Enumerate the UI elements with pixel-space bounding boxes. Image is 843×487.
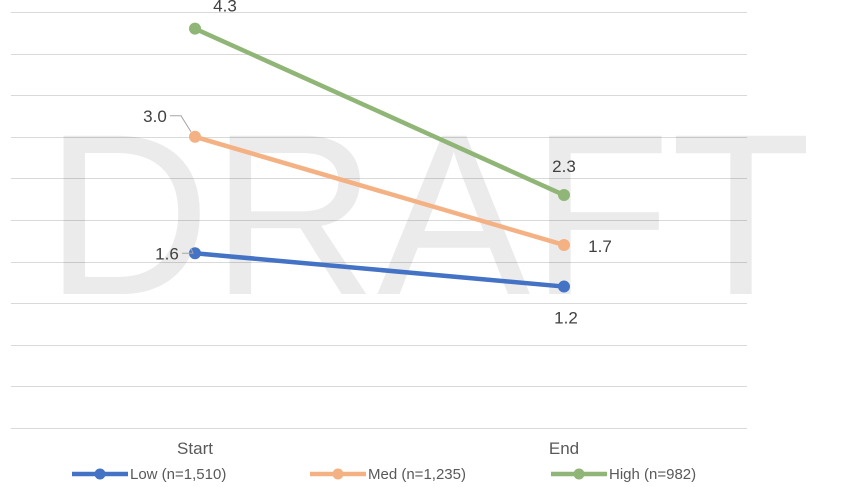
x-tick-label: End xyxy=(549,439,579,458)
legend: Low (n=1,510) Med (n=1,235) High (n=982) xyxy=(72,466,696,483)
x-tick-label: Start xyxy=(177,439,213,458)
legend-swatch-marker xyxy=(332,468,344,480)
gridlines xyxy=(11,12,747,429)
legend-swatch-marker xyxy=(573,468,585,480)
data-labels: 1.6 1.2 3.0 1.7 4.3 2.3 xyxy=(143,0,612,328)
data-label: 1.6 xyxy=(155,244,179,263)
data-point xyxy=(558,280,570,293)
draft-watermark: DRAFT xyxy=(45,86,812,343)
data-label: 2.3 xyxy=(552,157,576,176)
legend-entry: Low (n=1,510) xyxy=(130,466,226,483)
series-line xyxy=(192,26,567,198)
series-line xyxy=(192,251,567,289)
legend-entry: Med (n=1,235) xyxy=(368,466,466,483)
series-line xyxy=(192,134,567,248)
label-leader-line xyxy=(170,115,192,133)
legend-swatch-marker xyxy=(94,468,106,480)
data-point xyxy=(558,238,570,251)
data-label: 4.3 xyxy=(213,0,237,16)
data-point xyxy=(189,130,201,143)
data-point xyxy=(558,189,570,202)
data-point xyxy=(189,22,201,35)
label-leader-line xyxy=(182,248,194,254)
x-axis: Start End xyxy=(177,439,579,458)
data-label: 1.2 xyxy=(554,309,578,328)
series xyxy=(189,22,570,293)
data-label: 1.7 xyxy=(588,237,612,256)
data-label: 3.0 xyxy=(143,107,167,126)
legend-entry: High (n=982) xyxy=(609,466,696,483)
